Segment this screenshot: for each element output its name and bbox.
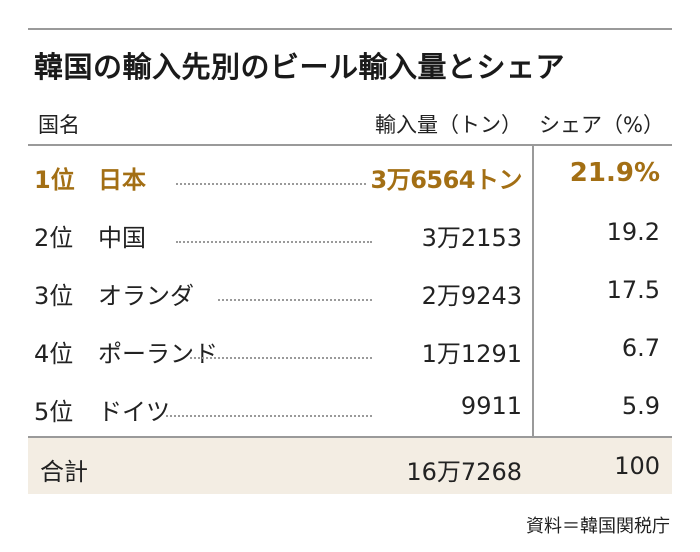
row-share: 21.9%: [569, 158, 660, 188]
chart-title: 韓国の輸入先別のビール輸入量とシェア: [34, 50, 566, 84]
row-rank: 3位: [34, 282, 74, 310]
row-share: 19.2: [606, 218, 660, 246]
leader-dots: [176, 183, 366, 185]
total-rule: [28, 436, 672, 438]
top-rule: [28, 28, 672, 30]
table-row: 4位 ポーランド 1万1291 6.7: [28, 320, 672, 378]
table-row: 2位 中国 3万2153 19.2: [28, 204, 672, 262]
row-rank: 2位: [34, 224, 74, 252]
leader-dots: [166, 415, 372, 417]
table-header: 国名 輸入量（トン） シェア（%）: [28, 100, 672, 146]
row-share: 6.7: [621, 334, 660, 362]
header-country-name: 国名: [38, 113, 80, 137]
row-country: ポーランド: [98, 340, 218, 368]
row-share: 5.9: [621, 392, 660, 420]
header-share: シェア（%）: [539, 113, 664, 137]
row-country: オランダ: [98, 282, 194, 310]
leader-dots: [176, 241, 372, 243]
source-note: 資料＝韓国関税庁: [526, 516, 670, 537]
total-label: 合計: [40, 458, 88, 486]
header-import-amount: 輸入量（トン）: [375, 113, 522, 137]
total-amount: 16万7268: [406, 458, 522, 486]
column-divider: [532, 144, 534, 494]
row-amount: 1万1291: [421, 340, 522, 368]
row-rank: 5位: [34, 398, 74, 426]
row-country: 中国: [98, 224, 146, 252]
row-rank: 4位: [34, 340, 74, 368]
row-country: ドイツ: [98, 398, 170, 426]
row-rank: 1位: [34, 166, 75, 194]
row-amount: 9911: [460, 392, 522, 420]
table-row: 3位 オランダ 2万9243 17.5: [28, 262, 672, 320]
row-country: 日本: [98, 166, 146, 194]
leader-dots: [190, 357, 372, 359]
total-share: 100: [614, 452, 660, 480]
table-row: 5位 ドイツ 9911 5.9: [28, 378, 672, 436]
table-row: 1位 日本 3万6564トン 21.9%: [28, 146, 672, 204]
row-amount: 3万2153: [421, 224, 522, 252]
row-amount: 2万9243: [421, 282, 522, 310]
import-table: 国名 輸入量（トン） シェア（%） 1位 日本 3万6564トン 21.9% 2…: [28, 100, 672, 436]
row-amount: 3万6564トン: [370, 166, 523, 194]
total-row: 合計 16万7268 100: [28, 438, 672, 494]
row-share: 17.5: [606, 276, 660, 304]
leader-dots: [218, 299, 372, 301]
